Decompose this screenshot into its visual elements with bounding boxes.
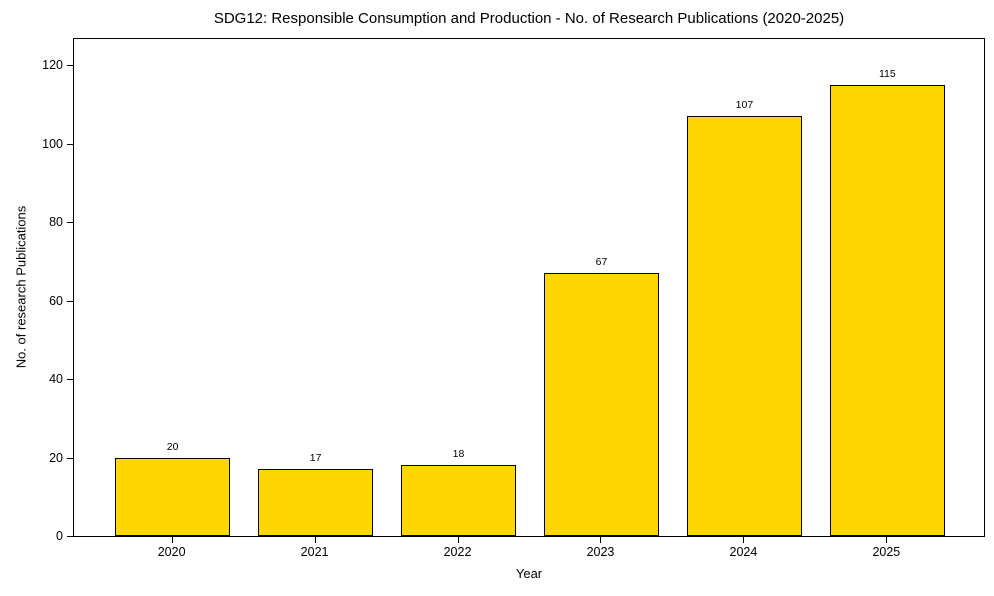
bar-2021 [258,469,373,536]
bar-2024 [687,116,802,536]
x-tick-label-2023: 2023 [586,545,615,559]
bar-2025 [830,85,945,536]
x-tick-label-2022: 2022 [443,545,472,559]
bar-2023 [544,273,659,536]
y-tick-label-100: 100 [42,136,63,151]
x-tick-mark [457,537,459,543]
x-tick-label-2025: 2025 [872,545,901,559]
y-tick-mark [67,222,73,224]
x-tick-mark [171,537,173,543]
y-tick-label-120: 120 [42,58,63,73]
y-tick-mark [67,457,73,459]
chart-title: SDG12: Responsible Consumption and Produ… [213,10,845,27]
bar-value-label-2025: 115 [878,68,896,81]
y-tick-mark [67,379,73,381]
x-tick-label-2024: 2024 [729,545,758,559]
x-tick-mark [600,537,602,543]
x-tick-label-2020: 2020 [157,545,186,559]
bar-value-label-2021: 17 [309,452,322,465]
y-tick-label-40: 40 [49,372,63,387]
y-tick-label-80: 80 [49,215,63,230]
x-tick-mark [743,537,745,543]
y-tick-mark [67,65,73,67]
plot-area: 20 17 18 67 107 115 [73,38,985,537]
bar-value-label-2020: 20 [166,440,179,453]
y-tick-label-0: 0 [56,529,63,543]
x-tick-label-2021: 2021 [300,545,329,559]
x-axis-label: Year [515,566,543,581]
bar-2022 [401,465,516,536]
y-tick-label-60: 60 [49,293,63,308]
y-tick-mark [67,143,73,145]
bar-value-label-2024: 107 [735,99,754,112]
y-tick-mark [67,300,73,302]
x-tick-mark [886,537,888,543]
bar-value-label-2022: 18 [452,448,465,461]
bar-2020 [115,457,230,536]
y-tick-label-20: 20 [49,450,63,465]
x-tick-mark [314,537,316,543]
bar-value-label-2023: 67 [595,256,608,269]
y-tick-mark [67,536,73,537]
